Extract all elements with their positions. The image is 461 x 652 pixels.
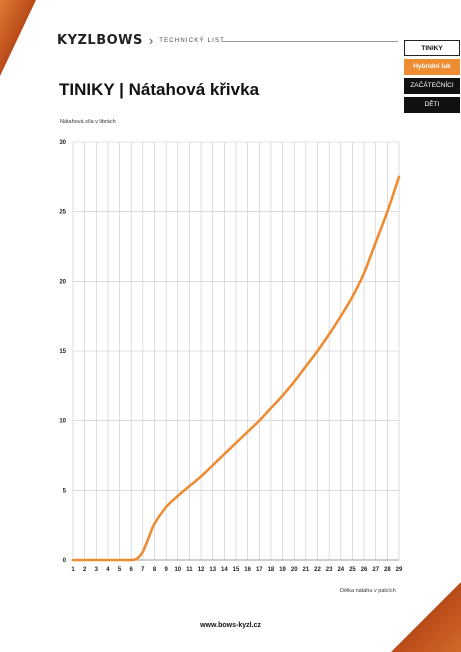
draw-force-curve	[71, 175, 401, 562]
x-tick-label: 13	[209, 567, 216, 573]
tab-zacatecnici[interactable]: ZAČÁTEČNÍCI	[404, 78, 460, 94]
tab-hybridni-luk[interactable]: Hybridní luk	[404, 59, 460, 75]
x-tick-label: 24	[337, 567, 344, 573]
x-tick-label: 8	[153, 567, 157, 573]
y-tick-label: 10	[59, 419, 66, 425]
x-tick-label: 6	[130, 567, 134, 573]
header-divider	[222, 41, 398, 42]
logo-text: KYZLBOWS	[57, 33, 143, 48]
x-tick-label: 28	[384, 567, 391, 573]
tab-tiniky[interactable]: TINIKY	[404, 40, 460, 56]
y-tick-label: 25	[59, 210, 66, 216]
x-tick-label: 17	[256, 567, 263, 573]
x-tick-label: 7	[141, 567, 145, 573]
x-tick-label: 2	[83, 567, 87, 573]
logo-subtitle: TECHNICKÝ LIST	[159, 37, 226, 44]
x-tick-label: 16	[244, 567, 251, 573]
y-tick-label: 5	[63, 488, 67, 494]
x-tick-label: 20	[291, 567, 298, 573]
y-tick-label: 15	[59, 349, 66, 355]
x-tick-label: 29	[396, 567, 403, 573]
x-tick-label: 5	[118, 567, 122, 573]
top-left-wood-corner	[0, 0, 36, 76]
chevron-right-icon: ›	[148, 33, 154, 48]
x-tick-label: 22	[314, 567, 321, 573]
x-tick-label: 18	[268, 567, 275, 573]
y-tick-label: 0	[63, 558, 67, 564]
x-tick-label: 14	[221, 567, 228, 573]
x-tick-label: 3	[95, 567, 99, 573]
tab-deti[interactable]: DĚTI	[404, 97, 460, 113]
x-tick-label: 4	[106, 567, 110, 573]
y-axis-label: Nátahová síla v librách	[60, 119, 116, 125]
x-tick-label: 26	[361, 567, 368, 573]
x-tick-label: 19	[279, 567, 286, 573]
x-axis-label: Délka nátahu v palcích	[340, 588, 396, 594]
brand-logo[interactable]: KYZLBOWS › TECHNICKÝ LIST	[57, 33, 225, 48]
x-tick-label: 11	[186, 567, 193, 573]
category-tabs: TINIKY Hybridní luk ZAČÁTEČNÍCI DĚTI	[404, 40, 460, 116]
x-tick-label: 21	[303, 567, 310, 573]
y-tick-label: 20	[59, 279, 66, 285]
bottom-right-wood-corner	[391, 582, 461, 652]
x-tick-label: 25	[349, 567, 356, 573]
page-title: TINIKY | Nátahová křivka	[59, 80, 260, 99]
website-link[interactable]: www.bows-kyzl.cz	[200, 622, 261, 629]
x-tick-label: 15	[233, 567, 240, 573]
y-tick-label: 30	[59, 140, 66, 146]
x-tick-label: 27	[372, 567, 379, 573]
x-tick-label: 12	[198, 567, 205, 573]
x-tick-label: 1	[71, 567, 75, 573]
x-tick-label: 10	[174, 567, 181, 573]
x-tick-label: 23	[326, 567, 333, 573]
x-tick-label: 9	[164, 567, 168, 573]
